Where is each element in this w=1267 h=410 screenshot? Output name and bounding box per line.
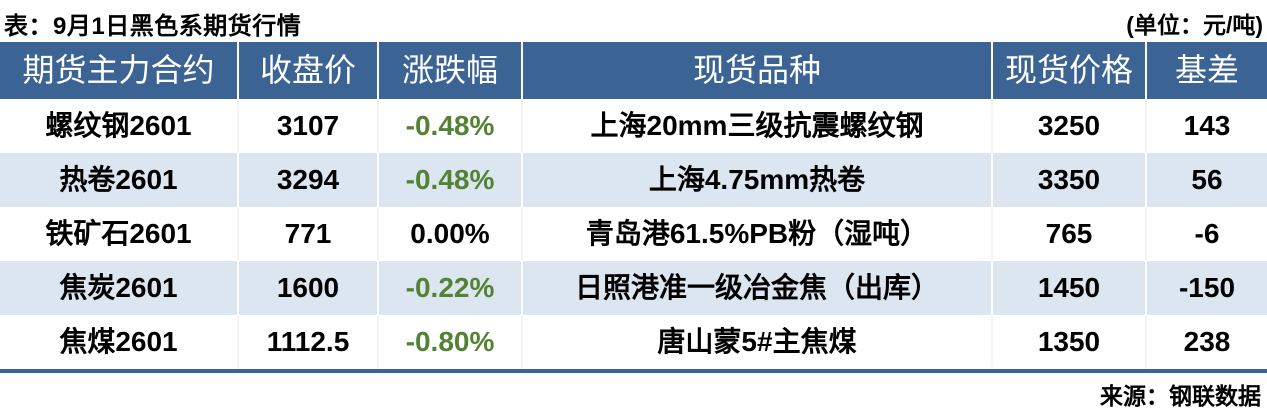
table-header-row: 期货主力合约 收盘价 涨跌幅 现货品种 现货价格 基差 (0, 42, 1267, 99)
cell-spot-price: 765 (991, 207, 1146, 261)
cell-spot: 唐山蒙5#主焦煤 (521, 315, 992, 371)
column-header-close: 收盘价 (237, 42, 378, 99)
title-bar: 表：9月1日黑色系期货行情 (单位：元/吨) (4, 6, 1263, 41)
cell-basis: 143 (1145, 99, 1267, 153)
cell-spot: 青岛港61.5%PB粉（湿吨） (521, 207, 992, 261)
cell-spot-price: 1350 (991, 315, 1146, 371)
cell-contract: 焦煤2601 (59, 326, 178, 357)
column-header-spot-price: 现货价格 (991, 42, 1146, 99)
unit-note: (单位：元/吨) (1126, 12, 1263, 38)
table-row: 铁矿石2601 771 0.00% 青岛港61.5%PB粉（湿吨） 765 -6 (0, 207, 1267, 261)
cell-contract: 焦炭2601 (0, 261, 238, 315)
cell-change: -0.48% (377, 153, 522, 207)
cell-basis: -150 (1145, 261, 1267, 315)
futures-quotes-table: 期货主力合约 收盘价 涨跌幅 现货品种 现货价格 基差 螺纹钢2601 3107… (0, 42, 1267, 373)
cell-change: -0.22% (377, 261, 522, 315)
cell-close: 1600 (237, 261, 378, 315)
cell-contract: 热卷2601 (0, 153, 238, 207)
data-source-note: 来源：钢联数据 (1100, 383, 1261, 409)
table-row: 热卷2601 3294 -0.48% 上海4.75mm热卷 3350 56 (0, 153, 1267, 207)
cell-change: -0.80% (377, 315, 522, 371)
cell-spot-price: 3250 (991, 99, 1146, 153)
cell-change: 0.00% (377, 207, 522, 261)
cell-contract: 铁矿石2601 (45, 218, 192, 249)
table-row: 焦炭2601 1600 -0.22% 日照港准一级冶金焦（出库） 1450 -1… (0, 261, 1267, 315)
cell-spot: 日照港准一级冶金焦（出库） (521, 261, 992, 315)
column-header-change: 涨跌幅 (377, 42, 522, 99)
column-header-spot: 现货品种 (521, 42, 992, 99)
cell-close: 3294 (237, 153, 378, 207)
cell-spot: 上海4.75mm热卷 (521, 153, 992, 207)
column-header-contract: 期货主力合约 (0, 42, 238, 99)
cell-close: 3107 (237, 99, 378, 153)
cell-contract: 螺纹钢2601 (45, 110, 192, 141)
cell-change: -0.48% (377, 99, 522, 153)
column-header-basis: 基差 (1145, 42, 1267, 99)
cell-close: 771 (237, 207, 378, 261)
cell-basis: -6 (1145, 207, 1267, 261)
cell-basis: 238 (1145, 315, 1267, 371)
cell-spot-price: 3350 (991, 153, 1146, 207)
table-row: 螺纹钢2601 3107 -0.48% 上海20mm三级抗震螺纹钢 3250 1… (0, 99, 1267, 153)
cell-basis: 56 (1145, 153, 1267, 207)
cell-spot-price: 1450 (991, 261, 1146, 315)
page-title: 表：9月1日黑色系期货行情 (4, 13, 302, 40)
cell-spot: 上海20mm三级抗震螺纹钢 (521, 99, 992, 153)
cell-close: 1112.5 (237, 315, 378, 371)
table-row: 焦煤2601 1112.5 -0.80% 唐山蒙5#主焦煤 1350 238 (0, 315, 1267, 371)
